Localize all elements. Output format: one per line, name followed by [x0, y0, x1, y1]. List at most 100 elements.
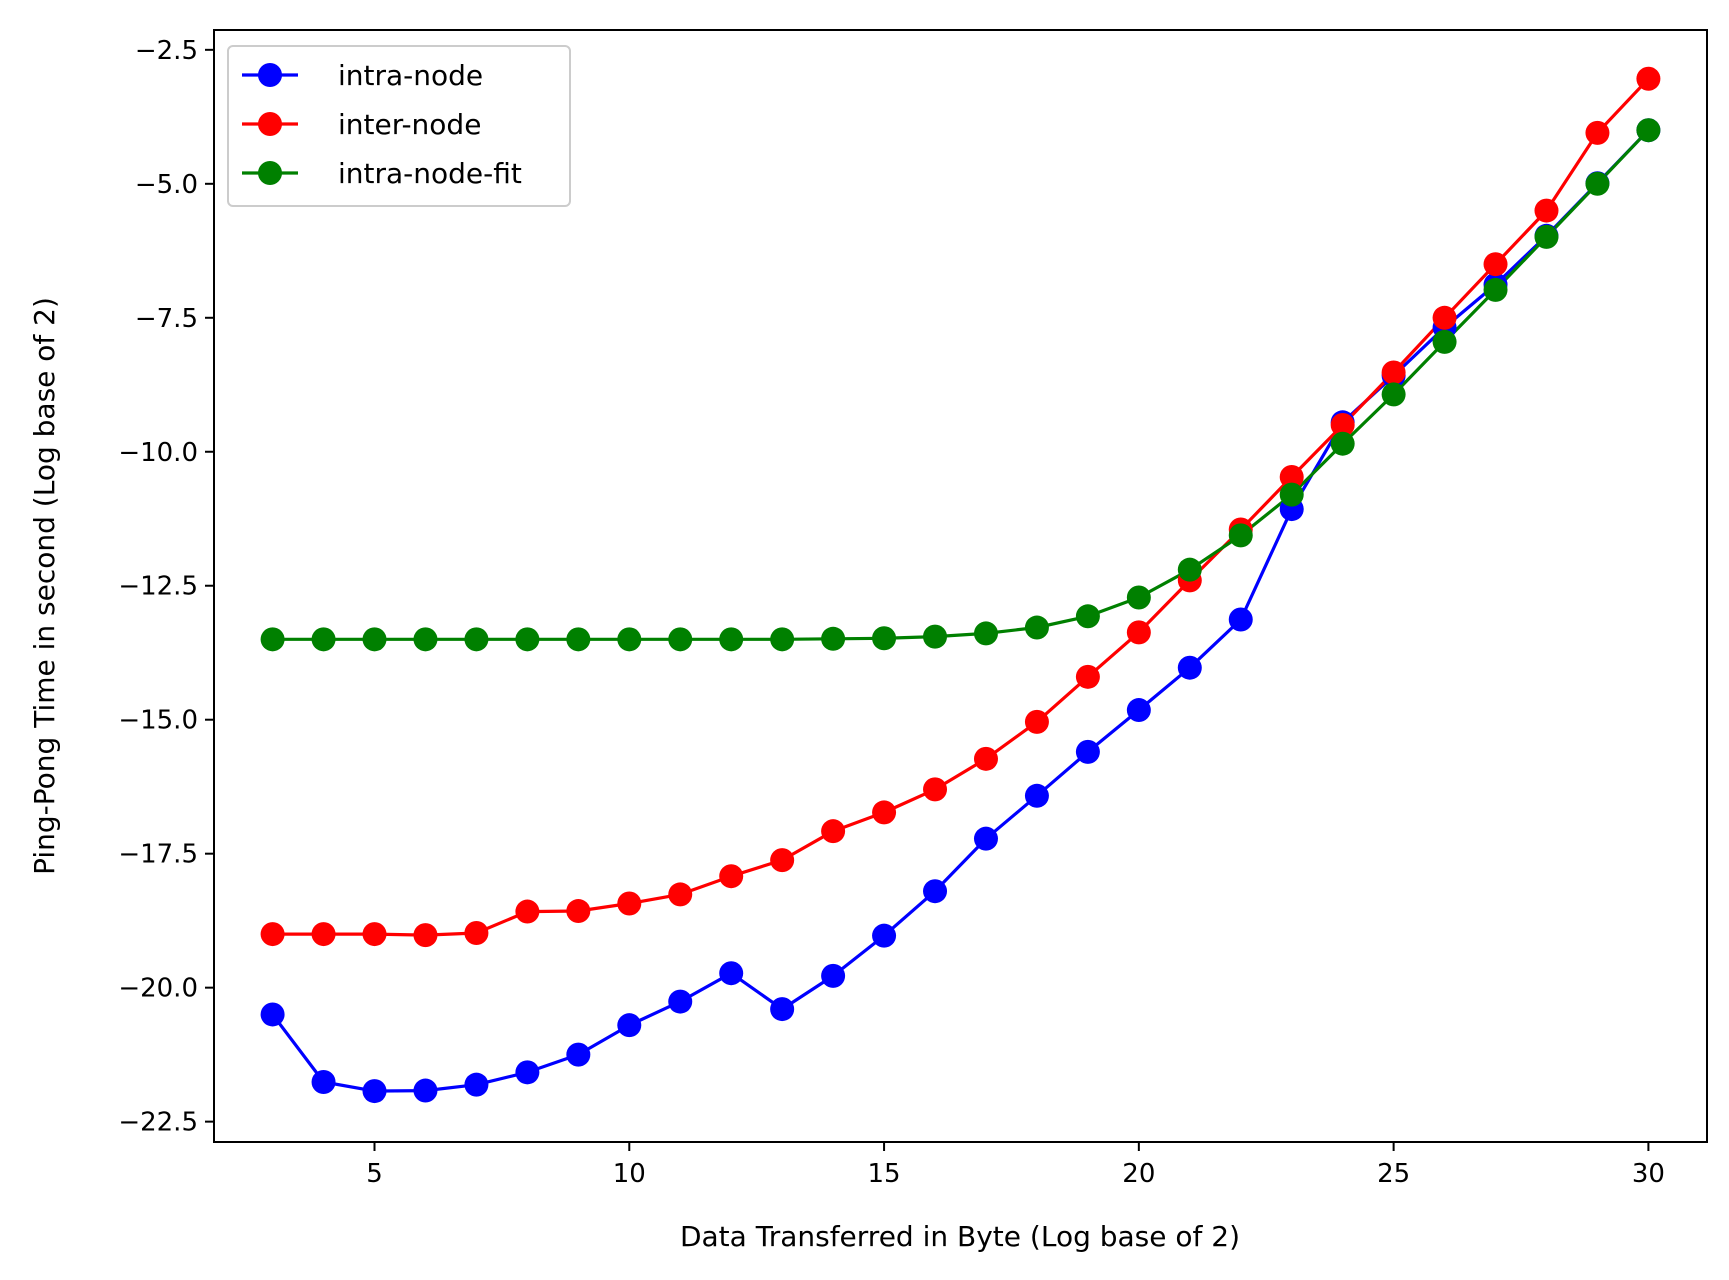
legend-entry: intra-node — [242, 59, 483, 92]
data-point-intra-node-fit — [1126, 585, 1151, 610]
data-point-intra-node-fit — [362, 627, 387, 652]
legend-label: inter-node — [338, 108, 481, 141]
data-point-inter-node — [1585, 120, 1610, 145]
data-point-inter-node — [1024, 709, 1049, 734]
data-point-intra-node-fit — [1432, 329, 1457, 354]
data-point-inter-node — [821, 819, 846, 844]
data-point-intra-node — [1228, 607, 1253, 632]
y-axis-label: Ping-Pong Time in second (Log base of 2) — [28, 297, 61, 875]
data-point-inter-node — [1330, 412, 1355, 437]
data-point-intra-node — [260, 1002, 285, 1027]
data-point-intra-node-fit — [617, 627, 642, 652]
data-point-intra-node-fit — [566, 627, 591, 652]
y-tick-label: −22.5 — [118, 1108, 198, 1138]
data-point-intra-node-fit — [973, 621, 998, 646]
data-point-inter-node — [872, 800, 897, 825]
data-point-intra-node — [973, 826, 998, 851]
data-point-intra-node-fit — [1330, 431, 1355, 456]
data-point-inter-node — [719, 864, 744, 889]
data-point-inter-node — [770, 848, 795, 873]
data-point-inter-node — [1534, 198, 1559, 223]
data-point-inter-node — [1075, 664, 1100, 689]
data-point-intra-node-fit — [923, 624, 948, 649]
data-point-inter-node — [362, 922, 387, 947]
x-axis: 5 10 15 20 25 30 — [366, 1142, 1665, 1189]
data-point-intra-node-fit — [1075, 604, 1100, 629]
y-tick-label: −12.5 — [118, 572, 198, 602]
legend-marker — [258, 161, 282, 185]
series-line-intra-node — [271, 128, 1651, 1093]
data-point-intra-node-fit — [668, 627, 693, 652]
data-point-intra-node-fit — [1534, 224, 1559, 249]
data-point-intra-node-fit — [260, 627, 285, 652]
plot-lines — [271, 77, 1651, 1093]
y-tick-label: −2.5 — [135, 36, 198, 66]
x-tick-label: 20 — [1122, 1159, 1155, 1189]
data-point-intra-node — [719, 961, 744, 986]
series-line-inter-node — [271, 77, 1651, 937]
plot-markers — [260, 66, 1661, 1104]
data-point-intra-node — [1075, 739, 1100, 764]
data-point-inter-node — [1126, 620, 1151, 645]
data-point-intra-node-fit — [1024, 615, 1049, 640]
data-point-inter-node — [311, 922, 336, 947]
data-point-intra-node-fit — [515, 627, 540, 652]
data-point-inter-node — [413, 923, 438, 948]
data-point-intra-node-fit — [872, 626, 897, 651]
legend-marker — [258, 112, 282, 136]
data-point-intra-node-fit — [1636, 118, 1661, 143]
data-point-intra-node-fit — [719, 627, 744, 652]
data-point-intra-node — [872, 923, 897, 948]
data-point-intra-node — [1024, 783, 1049, 808]
data-point-intra-node — [668, 989, 693, 1014]
data-point-inter-node — [923, 777, 948, 802]
data-point-inter-node — [1636, 66, 1661, 91]
data-point-inter-node — [260, 922, 285, 947]
data-point-intra-node-fit — [464, 627, 489, 652]
legend-box — [227, 45, 571, 207]
data-point-inter-node — [515, 899, 540, 924]
x-tick-label: 10 — [613, 1159, 646, 1189]
legend-entry: intra-node-fit — [242, 157, 522, 190]
data-point-inter-node — [1432, 305, 1457, 330]
data-point-intra-node — [770, 997, 795, 1022]
data-point-intra-node — [821, 963, 846, 988]
y-tick-label: −17.5 — [118, 840, 198, 870]
x-tick-label: 15 — [868, 1159, 901, 1189]
data-point-inter-node — [973, 746, 998, 771]
y-tick-label: −20.0 — [118, 974, 198, 1004]
data-point-inter-node — [617, 891, 642, 916]
data-point-intra-node — [362, 1079, 387, 1104]
x-tick-label: 25 — [1377, 1159, 1410, 1189]
data-point-intra-node — [566, 1042, 591, 1067]
y-tick-label: −15.0 — [118, 706, 198, 736]
x-tick-label: 30 — [1632, 1159, 1665, 1189]
data-point-intra-node — [515, 1060, 540, 1085]
legend: intra-node inter-node intra-node-fit — [227, 45, 571, 207]
data-point-intra-node-fit — [1483, 277, 1508, 302]
data-point-inter-node — [566, 899, 591, 924]
data-point-inter-node — [464, 920, 489, 945]
x-tick-label: 5 — [366, 1159, 383, 1189]
x-axis-label: Data Transferred in Byte (Log base of 2) — [680, 1220, 1240, 1253]
data-point-intra-node-fit — [1381, 382, 1406, 407]
y-tick-label: −5.0 — [135, 170, 198, 200]
data-point-inter-node — [1279, 464, 1304, 489]
data-point-intra-node — [1177, 655, 1202, 680]
data-point-intra-node-fit — [1279, 482, 1304, 507]
data-point-intra-node — [464, 1072, 489, 1097]
data-point-intra-node — [413, 1078, 438, 1103]
data-point-intra-node — [1126, 698, 1151, 723]
data-point-intra-node-fit — [1228, 523, 1253, 548]
data-point-intra-node-fit — [311, 627, 336, 652]
data-point-intra-node — [311, 1069, 336, 1094]
legend-entry: inter-node — [242, 108, 481, 141]
data-point-intra-node-fit — [770, 627, 795, 652]
data-point-intra-node-fit — [1177, 557, 1202, 582]
data-point-intra-node-fit — [1585, 171, 1610, 196]
legend-label: intra-node — [338, 59, 483, 92]
y-axis: −2.5 −5.0 −7.5 −10.0 −12.5 −15.0 −17.5 −20.0 −22… — [118, 36, 214, 1138]
series-line-intra-node-fit — [271, 128, 1651, 641]
data-point-inter-node — [668, 882, 693, 907]
